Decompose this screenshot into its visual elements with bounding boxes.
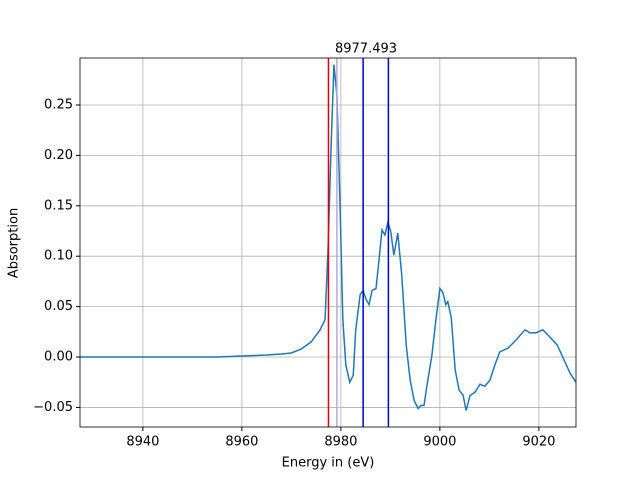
- x-tick-label: 8960: [225, 435, 258, 450]
- y-axis-label: Absorption: [7, 208, 22, 278]
- y-tick-label: 0.20: [44, 148, 73, 163]
- y-tick-label: 0.10: [44, 249, 73, 264]
- x-axis-label: Energy in (eV): [282, 456, 375, 471]
- y-tick-label: 0.05: [44, 299, 73, 314]
- plot-frame: [79, 57, 577, 428]
- x-tick-label: 8980: [324, 435, 357, 450]
- y-tick-label: 0.15: [44, 198, 73, 213]
- y-tick-label: 0.00: [44, 350, 73, 365]
- x-tick-label: 9020: [522, 435, 555, 450]
- y-tick-label: 0.25: [44, 97, 73, 112]
- x-tick-label: 8940: [126, 435, 159, 450]
- data-line: [80, 64, 576, 411]
- y-tick-label: −0.05: [33, 400, 73, 415]
- x-tick-label: 9000: [423, 435, 456, 450]
- chart-title: 8977.493: [335, 42, 397, 57]
